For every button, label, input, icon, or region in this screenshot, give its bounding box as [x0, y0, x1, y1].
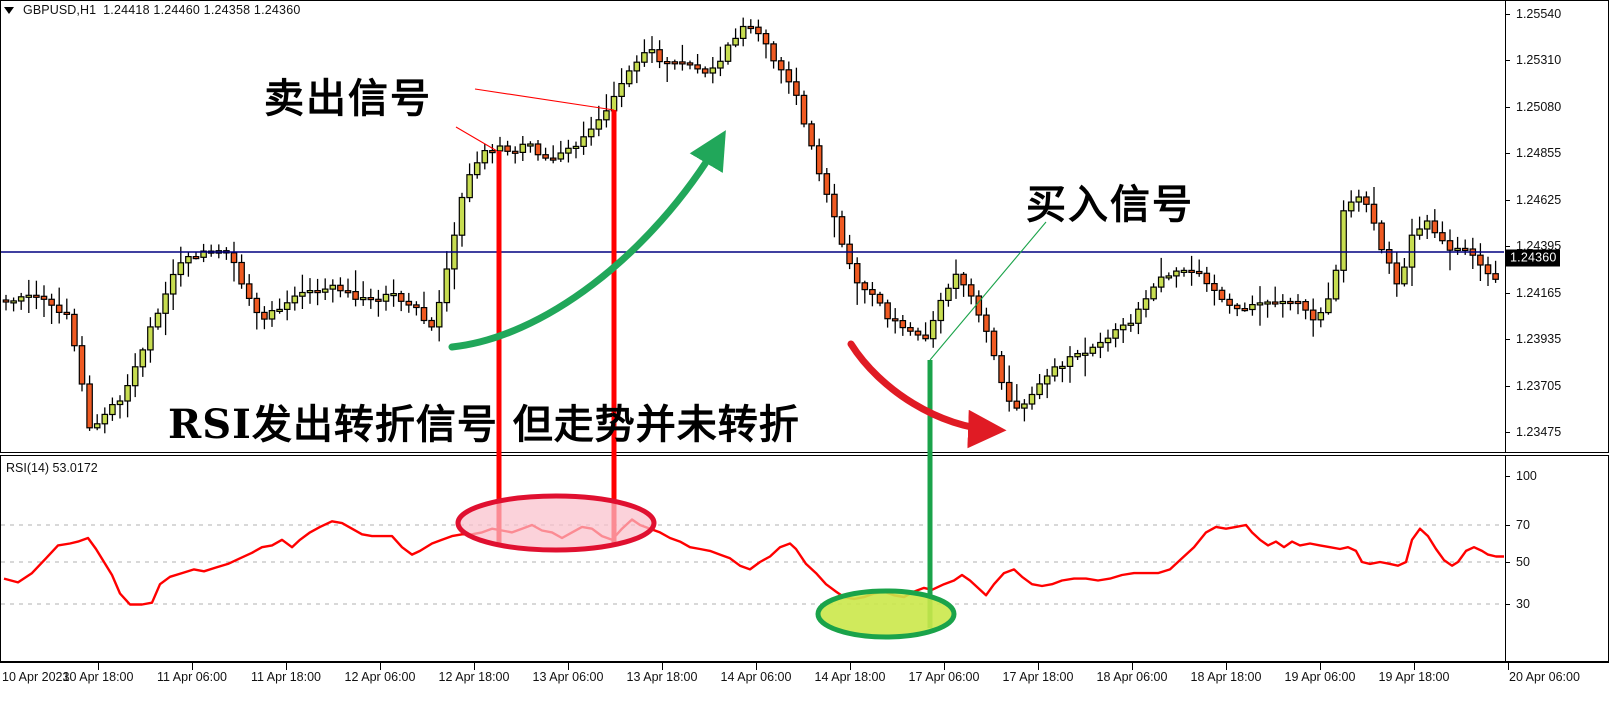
buy-signal-annotation: 买入信号 — [1026, 181, 1194, 228]
current-price-label: 1.24360 — [1506, 249, 1560, 267]
symbol-label: GBPUSD,H1 — [23, 3, 97, 17]
time-axis-label: 14 Apr 18:00 — [814, 670, 886, 684]
time-tick — [1226, 662, 1227, 670]
price-scale-label: 1.24855 — [1516, 146, 1562, 161]
time-tick — [568, 662, 569, 670]
time-axis-label: 11 Apr 18:00 — [251, 670, 321, 684]
time-axis-label: 12 Apr 06:00 — [344, 670, 416, 684]
ohlc-values: 1.24418 1.24460 1.24358 1.24360 — [103, 3, 301, 17]
time-axis-label: 18 Apr 18:00 — [1190, 670, 1262, 684]
rsi-scale-label: 30 — [1516, 597, 1530, 611]
price-pane — [0, 0, 1609, 453]
price-tick — [1505, 432, 1510, 433]
price-tick — [1505, 14, 1510, 15]
rsi-scale-label: 70 — [1516, 518, 1530, 532]
price-tick — [1505, 153, 1510, 155]
time-tick — [98, 662, 99, 670]
quote-bar: GBPUSD,H1 1.24418 1.24460 1.24358 1.2436… — [4, 2, 301, 18]
time-axis-label: 17 Apr 06:00 — [908, 670, 980, 684]
rsi-scale-label: 50 — [1516, 555, 1530, 569]
time-axis-label: 19 Apr 18:00 — [1378, 670, 1450, 684]
rsi-pane — [0, 455, 1609, 662]
price-scale-label: 1.23705 — [1516, 378, 1562, 393]
time-tick — [850, 662, 851, 670]
time-tick — [380, 662, 381, 670]
rsi-legend: RSI(14) 53.0172 — [6, 461, 98, 475]
price-scale-label: 1.24625 — [1516, 192, 1562, 207]
price-scale-label: 1.25540 — [1516, 7, 1562, 21]
time-axis-label: 19 Apr 06:00 — [1284, 670, 1356, 684]
price-tick — [1505, 339, 1510, 341]
time-axis-label: 10 Apr 18:00 — [62, 670, 134, 684]
time-tick — [662, 662, 663, 670]
time-axis-label: 12 Apr 18:00 — [438, 670, 510, 684]
price-tick — [1505, 385, 1510, 387]
price-tick — [1505, 199, 1510, 201]
rsi-scale-separator — [1505, 455, 1506, 662]
rsi-tick — [1505, 476, 1510, 477]
time-tick — [474, 662, 475, 670]
rsi-tick — [1505, 604, 1510, 605]
time-axis-label: 20 Apr 06:00 — [1509, 670, 1580, 684]
time-tick — [192, 662, 193, 670]
price-tick — [1505, 106, 1510, 108]
time-axis-label: 11 Apr 06:00 — [157, 670, 227, 684]
rsi-tick — [1505, 562, 1510, 563]
price-scale-label: 1.25080 — [1516, 99, 1562, 114]
time-tick — [944, 662, 945, 670]
price-tick — [1505, 292, 1510, 294]
time-tick — [1320, 662, 1321, 670]
time-tick — [286, 662, 287, 670]
price-scale-separator — [1505, 0, 1506, 453]
rsi-divergence-annotation: RSI发出转折信号 但走势并未转折 — [168, 401, 800, 448]
time-axis-label: 18 Apr 06:00 — [1096, 670, 1168, 684]
price-scale-label: 1.23475 — [1516, 425, 1562, 439]
time-axis-label: 14 Apr 06:00 — [720, 670, 792, 684]
time-axis-label: 13 Apr 06:00 — [532, 670, 604, 684]
time-axis-label: 17 Apr 18:00 — [1002, 670, 1074, 684]
sell-signal-annotation: 卖出信号 — [264, 75, 432, 122]
time-tick — [756, 662, 757, 670]
time-axis-label: 10 Apr 2023 — [2, 670, 70, 684]
price-tick — [1505, 246, 1510, 248]
price-scale-label: 1.25310 — [1516, 53, 1562, 68]
time-tick — [1414, 662, 1415, 670]
time-axis — [0, 662, 1609, 704]
rsi-scale-label: 100 — [1516, 469, 1537, 483]
price-scale-label: 1.23935 — [1516, 332, 1562, 347]
triangle-down-icon[interactable] — [4, 6, 14, 14]
time-tick — [1038, 662, 1039, 670]
price-tick — [1505, 60, 1510, 62]
time-tick — [1508, 662, 1509, 670]
price-scale-label: 1.24165 — [1516, 285, 1562, 300]
time-tick — [1132, 662, 1133, 670]
time-axis-label: 13 Apr 18:00 — [626, 670, 698, 684]
rsi-tick — [1505, 525, 1510, 526]
